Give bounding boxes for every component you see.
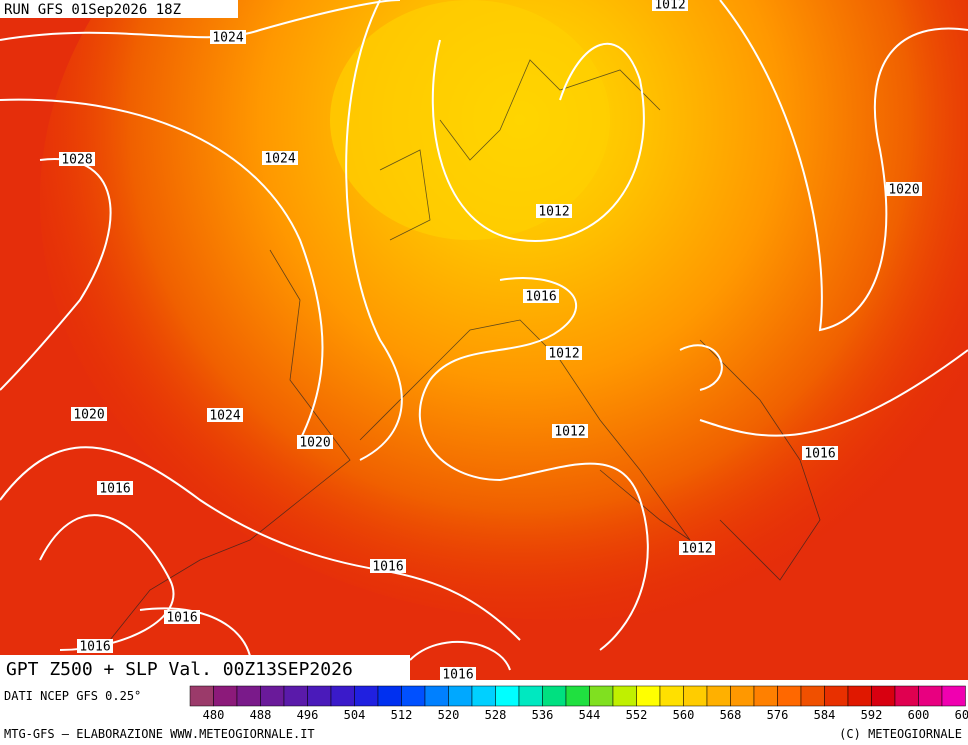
isobar-label-box <box>440 667 476 681</box>
scale-label: 608 <box>955 708 968 722</box>
isobar-label-box <box>546 346 582 360</box>
isobar-label: 1012 <box>548 347 579 362</box>
isobar-label: 1012 <box>681 542 712 557</box>
header-box <box>0 0 238 18</box>
scale-swatch <box>659 685 684 707</box>
scale-swatch <box>636 685 661 707</box>
isobar-label-box <box>164 610 200 624</box>
isobar-label-box <box>97 481 133 495</box>
isobar-label: 1012 <box>538 205 569 220</box>
isobar-label-box <box>262 151 298 165</box>
scale-label: 552 <box>626 708 648 722</box>
isobar-label: 1028 <box>61 153 92 168</box>
scale-label: 480 <box>203 708 225 722</box>
scale-swatch <box>495 685 520 707</box>
scale-swatch <box>377 685 402 707</box>
scale-swatch <box>824 685 849 707</box>
isobar-label-box <box>207 408 243 422</box>
scale-label: 560 <box>673 708 695 722</box>
run-label: RUN GFS 01Sep2026 18Z <box>4 2 181 18</box>
scale-swatch <box>565 685 590 707</box>
scale-label: 512 <box>391 708 413 722</box>
isobar-label: 1016 <box>525 290 556 305</box>
scale-swatch <box>330 685 355 707</box>
scale-swatch <box>260 685 285 707</box>
title-box <box>0 655 410 680</box>
scale-swatch <box>847 685 872 707</box>
scale-label: 600 <box>908 708 930 722</box>
isobar-label: 1020 <box>299 436 330 451</box>
scale-swatch <box>800 685 825 707</box>
scale-swatch <box>918 685 943 707</box>
isobar-label-box <box>77 639 113 653</box>
isobar-label: 1016 <box>99 482 130 497</box>
isobar-label: 1016 <box>442 668 473 683</box>
scale-swatch <box>283 685 308 707</box>
isobar-label-box <box>297 435 333 449</box>
scale-swatch <box>401 685 426 707</box>
isobar-label-box <box>210 30 246 44</box>
isobar-label: 1024 <box>209 409 240 424</box>
scale-swatch <box>753 685 778 707</box>
isobar-label: 1012 <box>554 425 585 440</box>
isobar-label: 1016 <box>372 560 403 575</box>
scale-swatch <box>871 685 896 707</box>
isobar-label-box <box>679 541 715 555</box>
scale-swatch <box>589 685 614 707</box>
scale-label: 592 <box>861 708 883 722</box>
scale-label: 504 <box>344 708 366 722</box>
scale-label: 536 <box>532 708 554 722</box>
coastlines <box>109 59 821 641</box>
scale-swatch <box>424 685 449 707</box>
height-max <box>330 0 610 240</box>
isobar-label-box <box>802 446 838 460</box>
scale-label: 496 <box>297 708 319 722</box>
scale-label: 568 <box>720 708 742 722</box>
isobar-label-box <box>370 559 406 573</box>
isobar-label: 1016 <box>166 611 197 626</box>
scale-swatch <box>941 685 966 707</box>
source-label: DATI NCEP GFS 0.25° <box>4 689 141 703</box>
scale-label: 488 <box>250 708 272 722</box>
scale-swatch <box>542 685 567 707</box>
isobar-label-box <box>886 182 922 196</box>
isobar-label: 1016 <box>79 640 110 655</box>
isobar-label-box <box>523 289 559 303</box>
scale-swatch <box>706 685 731 707</box>
isobar-label: 1024 <box>264 152 295 167</box>
isobar-label: 1016 <box>804 447 835 462</box>
scale-swatch <box>236 685 261 707</box>
scale-swatch <box>448 685 473 707</box>
scale-swatch <box>213 685 238 707</box>
scale-label: 528 <box>485 708 507 722</box>
scale-label: 520 <box>438 708 460 722</box>
scale-swatch <box>730 685 755 707</box>
footer-right: (C) METEOGIORNALE <box>839 727 962 741</box>
scale-swatch <box>683 685 708 707</box>
scale-swatch <box>189 685 214 707</box>
scale-swatch <box>518 685 543 707</box>
scale-swatch <box>471 685 496 707</box>
scale-swatch <box>777 685 802 707</box>
isobar-label-box <box>536 204 572 218</box>
footer-left: MTG-GFS — ELABORAZIONE WWW.METEOGIORNALE… <box>4 727 315 741</box>
map-title: GPT Z500 + SLP Val. 00Z13SEP2026 <box>6 659 353 680</box>
isobar-label-box <box>552 424 588 438</box>
scale-label: 576 <box>767 708 789 722</box>
isobar-label: 1020 <box>888 183 919 198</box>
scale-label: 544 <box>579 708 601 722</box>
scale-label: 584 <box>814 708 836 722</box>
scale-swatch <box>354 685 379 707</box>
scale-swatch <box>894 685 919 707</box>
isobar-label: 1012 <box>654 0 685 13</box>
isobar-label-box <box>652 0 688 11</box>
scale-swatch <box>307 685 332 707</box>
isobar-label-box <box>59 152 95 166</box>
scale-swatch <box>612 685 637 707</box>
isobar-label-box <box>71 407 107 421</box>
isobar-label: 1024 <box>212 31 243 46</box>
isobar-label: 1020 <box>73 408 104 423</box>
